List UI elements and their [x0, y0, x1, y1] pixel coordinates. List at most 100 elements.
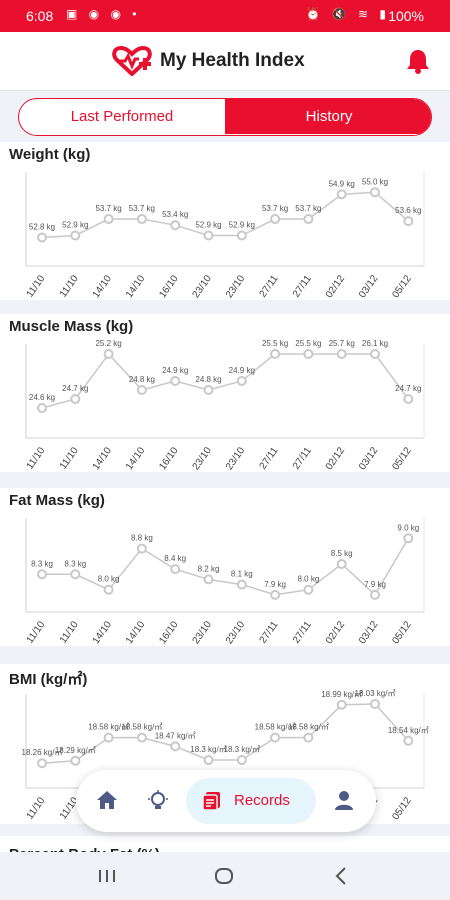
health-logo-icon [112, 45, 152, 81]
x-tick-label: 27/11 [258, 273, 281, 300]
weight-chart-card: Weight (kg) 52.8 kg 11/10 52.9 kg 11/10 53.7… [0, 142, 450, 300]
x-tick-label: 11/10 [25, 619, 48, 646]
records-label: Records [234, 792, 290, 809]
data-label: 8.1 kg [231, 570, 253, 579]
data-point [103, 732, 114, 743]
x-tick-label: 03/12 [357, 445, 381, 472]
data-label: 24.9 kg [162, 366, 188, 375]
series-line [41, 703, 409, 764]
back-icon[interactable] [334, 866, 348, 891]
series-line [42, 537, 409, 597]
data-point [336, 189, 347, 200]
data-label: 24.8 kg [129, 375, 155, 384]
x-tick-label: 23/10 [191, 619, 215, 646]
data-point [236, 376, 247, 386]
data-label: 8.0 kg [298, 575, 320, 584]
data-point [203, 574, 214, 585]
data-label: 18.03 kg/㎡ [355, 689, 396, 698]
data-point [203, 385, 214, 395]
x-tick-label: 02/12 [324, 619, 348, 646]
status-time: 6:08 [26, 8, 54, 24]
data-point [203, 755, 214, 765]
data-label: 24.7 kg [395, 384, 421, 393]
data-label: 52.8 kg [29, 223, 55, 232]
history-segmented-control: Last Performed History [18, 98, 432, 136]
bell-icon[interactable] [406, 48, 430, 79]
data-label: 18.26 kg/㎡ [22, 748, 63, 757]
x-tick-label: 27/11 [258, 619, 281, 646]
data-point [336, 559, 347, 569]
data-point [37, 403, 47, 413]
data-label: 18.3 kg/㎡ [190, 745, 226, 754]
data-point [103, 349, 114, 359]
data-point [403, 394, 414, 404]
data-point [270, 589, 281, 600]
data-label: 54.9 kg [329, 179, 355, 188]
tab-history[interactable]: History [225, 99, 431, 134]
data-point [303, 732, 314, 743]
x-tick-label: 11/10 [25, 445, 48, 472]
data-point [136, 732, 147, 743]
x-tick-label: 23/10 [224, 445, 248, 472]
data-label: 8.4 kg [164, 554, 186, 563]
home-icon[interactable] [96, 790, 118, 852]
data-point [103, 584, 114, 595]
data-point [136, 214, 147, 225]
data-label: 18.3 kg/㎡ [224, 745, 260, 754]
data-label: 18.54 kg/㎡ [388, 726, 429, 735]
data-point [37, 758, 47, 769]
x-tick-label: 14/10 [91, 273, 115, 300]
data-point [136, 385, 147, 395]
system-navigation-bar [0, 852, 450, 900]
data-point [70, 569, 81, 580]
data-label: 52.9 kg [62, 220, 88, 229]
data-point [70, 230, 81, 241]
data-label: 18.47 kg/㎡ [155, 731, 196, 740]
x-tick-label: 11/10 [25, 795, 48, 822]
x-tick-label: 27/11 [291, 445, 314, 472]
data-label: 53.7 kg [129, 204, 155, 213]
chart-title: Muscle Mass (kg) [9, 318, 134, 335]
data-point [370, 349, 380, 359]
data-point [303, 349, 314, 359]
data-point [403, 533, 414, 544]
records-icon [202, 791, 222, 816]
data-label: 8.3 kg [31, 559, 53, 568]
x-tick-label: 05/12 [390, 445, 414, 472]
data-point [236, 579, 247, 590]
data-label: 9.0 kg [397, 523, 419, 532]
data-point [270, 732, 281, 743]
app-bar: My Health Index [0, 32, 450, 91]
data-label: 52.9 kg [229, 220, 255, 229]
data-label: 8.2 kg [198, 564, 220, 573]
x-tick-label: 27/11 [258, 445, 281, 472]
x-tick-label: 14/10 [124, 445, 148, 472]
weight-chart: 52.8 kg 11/10 52.9 kg 11/10 53.7 kg 14/10 53.7… [25, 172, 425, 300]
records-nav-button[interactable]: Records [186, 778, 316, 824]
data-point [403, 735, 414, 746]
x-tick-label: 23/10 [191, 445, 215, 472]
x-tick-label: 23/10 [224, 619, 248, 646]
x-tick-label: 14/10 [91, 445, 115, 472]
system-status-icons: ⏰ 🔇 ≋ ▮ [305, 7, 390, 21]
home-circle-icon[interactable] [214, 866, 234, 891]
data-label: 53.6 kg [395, 206, 421, 215]
x-tick-label: 14/10 [91, 619, 115, 646]
data-label: 24.7 kg [62, 384, 88, 393]
x-tick-label: 03/12 [357, 619, 381, 646]
data-label: 18.58 kg/㎡ [88, 723, 129, 732]
recent-apps-icon[interactable] [98, 868, 116, 889]
muscle-mass-chart-card: Muscle Mass (kg) 24.6 kg 11/10 24.7 kg 11/1… [0, 314, 450, 472]
tips-bulb-icon[interactable] [148, 790, 168, 852]
tab-last-performed[interactable]: Last Performed [70, 108, 174, 125]
bottom-navigation: Records [76, 770, 376, 832]
x-tick-label: 27/11 [291, 619, 314, 646]
data-label: 8.5 kg [331, 549, 353, 558]
data-label: 8.8 kg [131, 534, 153, 543]
x-tick-label: 16/10 [157, 619, 181, 646]
data-point [70, 394, 81, 404]
data-point [70, 755, 81, 766]
data-point [136, 543, 147, 554]
profile-icon[interactable] [334, 790, 354, 852]
data-point [103, 214, 114, 225]
